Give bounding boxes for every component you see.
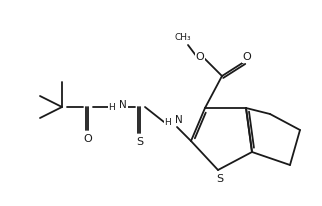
Text: S: S	[216, 174, 223, 184]
Text: N: N	[119, 100, 127, 110]
Text: O: O	[242, 52, 251, 62]
Text: O: O	[84, 134, 92, 144]
Text: N: N	[175, 115, 183, 125]
Text: H: H	[165, 117, 171, 126]
Text: CH₃: CH₃	[175, 33, 191, 41]
Text: O: O	[196, 52, 204, 62]
Text: S: S	[137, 137, 144, 147]
Text: H: H	[109, 103, 115, 111]
